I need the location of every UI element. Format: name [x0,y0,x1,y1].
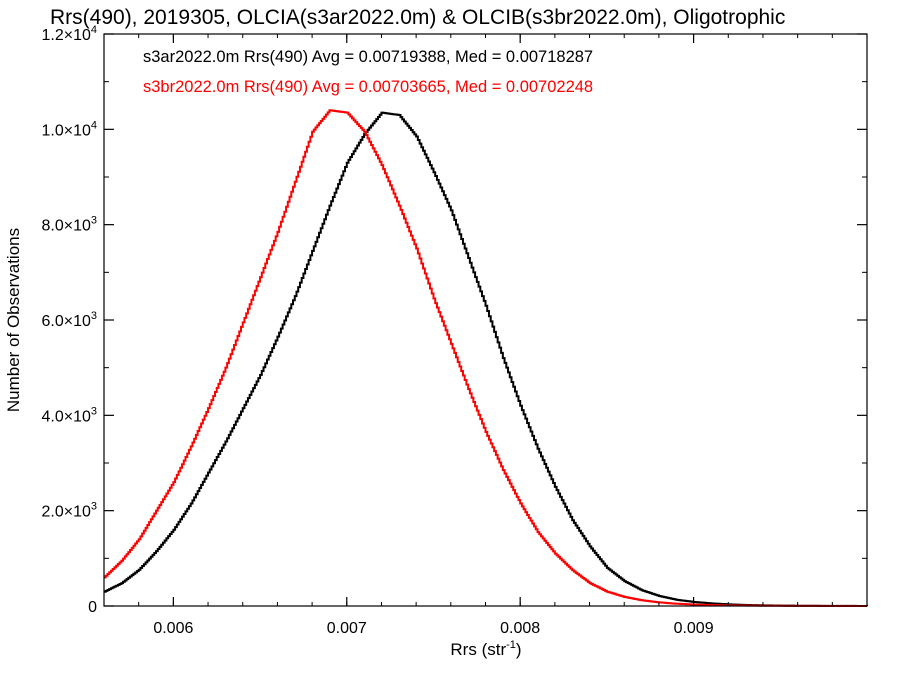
y-axis-label: Number of Observations [4,228,23,412]
series-layer [104,109,868,607]
chart-title: Rrs(490), 2019305, OLCIA(s3ar2022.0m) & … [50,6,785,29]
x-axis-ticks: 0.006 0.007 0.008 0.009 [138,34,833,637]
y-tick-label: 4.0×103 [41,405,97,425]
x-tick-label: 0.009 [674,620,714,637]
y-tick-label: 8.0×103 [41,215,97,235]
y-tick-label: 1.0×104 [41,119,97,139]
y-tick-label: 0 [88,599,97,616]
y-axis-ticks: 0 2.0×103 4.0×103 6.0×103 8.0×103 1.0×104 1.2×… [41,24,867,616]
x-axis-label: Rrs (str-1) [450,639,521,659]
y-tick-label: 2.0×103 [41,501,97,521]
plot-frame [103,33,868,607]
legend-entry-s3br: s3br2022.0m Rrs(490) Avg = 0.00703665, M… [143,78,593,96]
x-tick-label: 0.006 [153,620,193,637]
x-tick-label: 0.007 [327,620,367,637]
series-line-2 [104,109,867,607]
y-tick-label: 6.0×103 [41,310,97,330]
legend-entry-s3ar: s3ar2022.0m Rrs(490) Avg = 0.00719388, M… [143,48,593,66]
series-line-1 [104,111,868,607]
x-tick-label: 0.008 [500,620,540,637]
y-tick-label: 1.2×104 [41,24,97,44]
